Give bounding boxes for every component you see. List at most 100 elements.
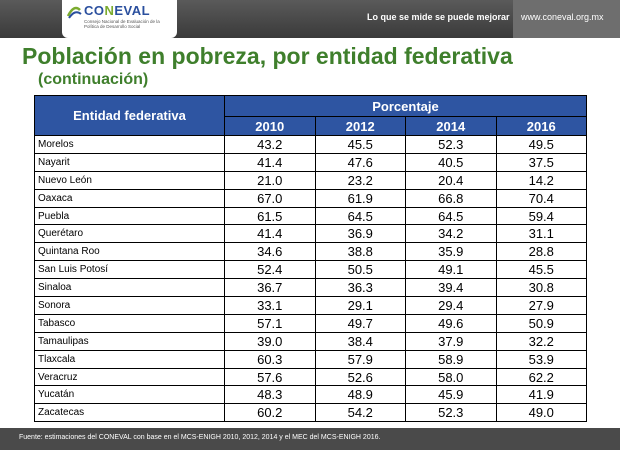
- percentage-cell: 48.9: [314, 385, 406, 405]
- table-row: Puebla 61.5 64.5 64.5 59.4: [34, 206, 587, 226]
- entity-name-cell: Tabasco: [34, 313, 225, 333]
- entity-name-cell: Zacatecas: [34, 403, 225, 423]
- table-row: Sinaloa 36.7 36.3 39.4 30.8: [34, 278, 587, 298]
- percentage-cell: 30.8: [495, 278, 587, 298]
- percentage-cell: 37.9: [405, 331, 497, 351]
- table-row: Quintana Roo 34.6 38.8 35.9 28.8: [34, 242, 587, 262]
- percentage-cell: 45.9: [405, 385, 497, 405]
- percentage-cell: 50.9: [495, 313, 587, 333]
- percentage-cell: 27.9: [495, 296, 587, 315]
- percentage-cell: 31.1: [495, 224, 587, 244]
- source-footnote: Fuente: estimaciones del CONEVAL con bas…: [19, 434, 381, 441]
- percentage-cell: 41.9: [495, 385, 587, 405]
- entity-name-cell: San Luis Potosí: [34, 260, 225, 280]
- entity-name-cell: Sonora: [34, 296, 225, 315]
- percentage-cell: 52.3: [405, 135, 497, 154]
- percentage-cell: 35.9: [405, 242, 497, 262]
- column-header-entity: Entidad federativa: [34, 95, 225, 136]
- table-row: Nayarit 41.4 47.6 40.5 37.5: [34, 152, 587, 172]
- percentage-cell: 62.2: [495, 367, 587, 387]
- percentage-cell: 53.9: [495, 349, 587, 369]
- table-row: San Luis Potosí 52.4 50.5 49.1 45.5: [34, 260, 587, 280]
- percentage-cell: 39.4: [405, 278, 497, 298]
- entity-name-cell: Querétaro: [34, 224, 225, 244]
- percentage-cell: 38.8: [314, 242, 406, 262]
- entity-name-cell: Morelos: [34, 135, 225, 154]
- percentage-cell: 28.8: [495, 242, 587, 262]
- percentage-cell: 64.5: [405, 206, 497, 226]
- percentage-cell: 37.5: [495, 152, 587, 172]
- table-row: Zacatecas 60.2 54.2 52.3 49.0: [34, 403, 587, 423]
- logo-subtitle: Consejo Nacional de Evaluación de la Pol…: [84, 19, 160, 29]
- website-box: www.coneval.org.mx: [513, 0, 620, 38]
- percentage-cell: 61.5: [224, 206, 316, 226]
- percentage-cell: 33.1: [224, 296, 316, 315]
- percentage-cell: 52.6: [314, 367, 406, 387]
- entity-name-cell: Tlaxcala: [34, 349, 225, 369]
- percentage-cell: 23.2: [314, 170, 406, 190]
- percentage-cell: 60.3: [224, 349, 316, 369]
- coneval-logo: CONEVAL Consejo Nacional de Evaluación d…: [62, 0, 177, 38]
- percentage-cell: 41.4: [224, 152, 316, 172]
- table-row: Sonora 33.1 29.1 29.4 27.9: [34, 296, 587, 315]
- percentage-cell: 49.0: [495, 403, 587, 423]
- percentage-cell: 58.9: [405, 349, 497, 369]
- table-row: Morelos 43.2 45.5 52.3 49.5: [34, 135, 587, 154]
- percentage-cell: 52.3: [405, 403, 497, 423]
- percentage-cell: 48.3: [224, 385, 316, 405]
- entity-name-cell: Quintana Roo: [34, 242, 225, 262]
- percentage-cell: 61.9: [314, 188, 406, 208]
- percentage-cell: 52.4: [224, 260, 316, 280]
- percentage-cell: 20.4: [405, 170, 497, 190]
- percentage-cell: 58.0: [405, 367, 497, 387]
- percentage-cell: 67.0: [224, 188, 316, 208]
- table-row: Nuevo León 21.0 23.2 20.4 14.2: [34, 170, 587, 190]
- table-row: Tabasco 57.1 49.7 49.6 50.9: [34, 313, 587, 333]
- percentage-cell: 45.5: [495, 260, 587, 280]
- entity-name-cell: Tamaulipas: [34, 331, 225, 351]
- percentage-cell: 40.5: [405, 152, 497, 172]
- percentage-cell: 47.6: [314, 152, 406, 172]
- column-header-year: 2010: [224, 116, 316, 136]
- table-row: Yucatán 48.3 48.9 45.9 41.9: [34, 385, 587, 405]
- percentage-cell: 57.9: [314, 349, 406, 369]
- column-header-year: 2012: [314, 116, 406, 136]
- percentage-cell: 39.0: [224, 331, 316, 351]
- entity-name-cell: Nayarit: [34, 152, 225, 172]
- table-row: Querétaro 41.4 36.9 34.2 31.1: [34, 224, 587, 244]
- coneval-logo-icon: [66, 6, 82, 19]
- percentage-cell: 70.4: [495, 188, 587, 208]
- poverty-table: Entidad federativa Porcentaje 2010 2012 20…: [34, 94, 587, 423]
- percentage-cell: 41.4: [224, 224, 316, 244]
- percentage-cell: 14.2: [495, 170, 587, 190]
- percentage-cell: 49.6: [405, 313, 497, 333]
- entity-name-cell: Sinaloa: [34, 278, 225, 298]
- percentage-cell: 49.7: [314, 313, 406, 333]
- percentage-cell: 59.4: [495, 206, 587, 226]
- column-header-year: 2014: [405, 116, 497, 136]
- table-row: Veracruz 57.6 52.6 58.0 62.2: [34, 367, 587, 387]
- percentage-cell: 21.0: [224, 170, 316, 190]
- percentage-cell: 36.3: [314, 278, 406, 298]
- percentage-cell: 57.1: [224, 313, 316, 333]
- percentage-cell: 45.5: [314, 135, 406, 154]
- entity-name-cell: Puebla: [34, 206, 225, 226]
- percentage-cell: 49.1: [405, 260, 497, 280]
- percentage-cell: 66.8: [405, 188, 497, 208]
- website-link[interactable]: www.coneval.org.mx: [521, 12, 604, 22]
- percentage-cell: 38.4: [314, 331, 406, 351]
- entity-name-cell: Oaxaca: [34, 188, 225, 208]
- percentage-cell: 34.2: [405, 224, 497, 244]
- percentage-cell: 54.2: [314, 403, 406, 423]
- table-row: Oaxaca 67.0 61.9 66.8 70.4: [34, 188, 587, 208]
- entity-name-cell: Veracruz: [34, 367, 225, 387]
- percentage-cell: 50.5: [314, 260, 406, 280]
- table-row: Tamaulipas 39.0 38.4 37.9 32.2: [34, 331, 587, 351]
- logo-wordmark: CONEVAL: [84, 3, 151, 18]
- entity-name-cell: Nuevo León: [34, 170, 225, 190]
- percentage-cell: 64.5: [314, 206, 406, 226]
- percentage-cell: 34.6: [224, 242, 316, 262]
- percentage-cell: 29.4: [405, 296, 497, 315]
- column-header-year: 2016: [495, 116, 587, 136]
- percentage-cell: 36.9: [314, 224, 406, 244]
